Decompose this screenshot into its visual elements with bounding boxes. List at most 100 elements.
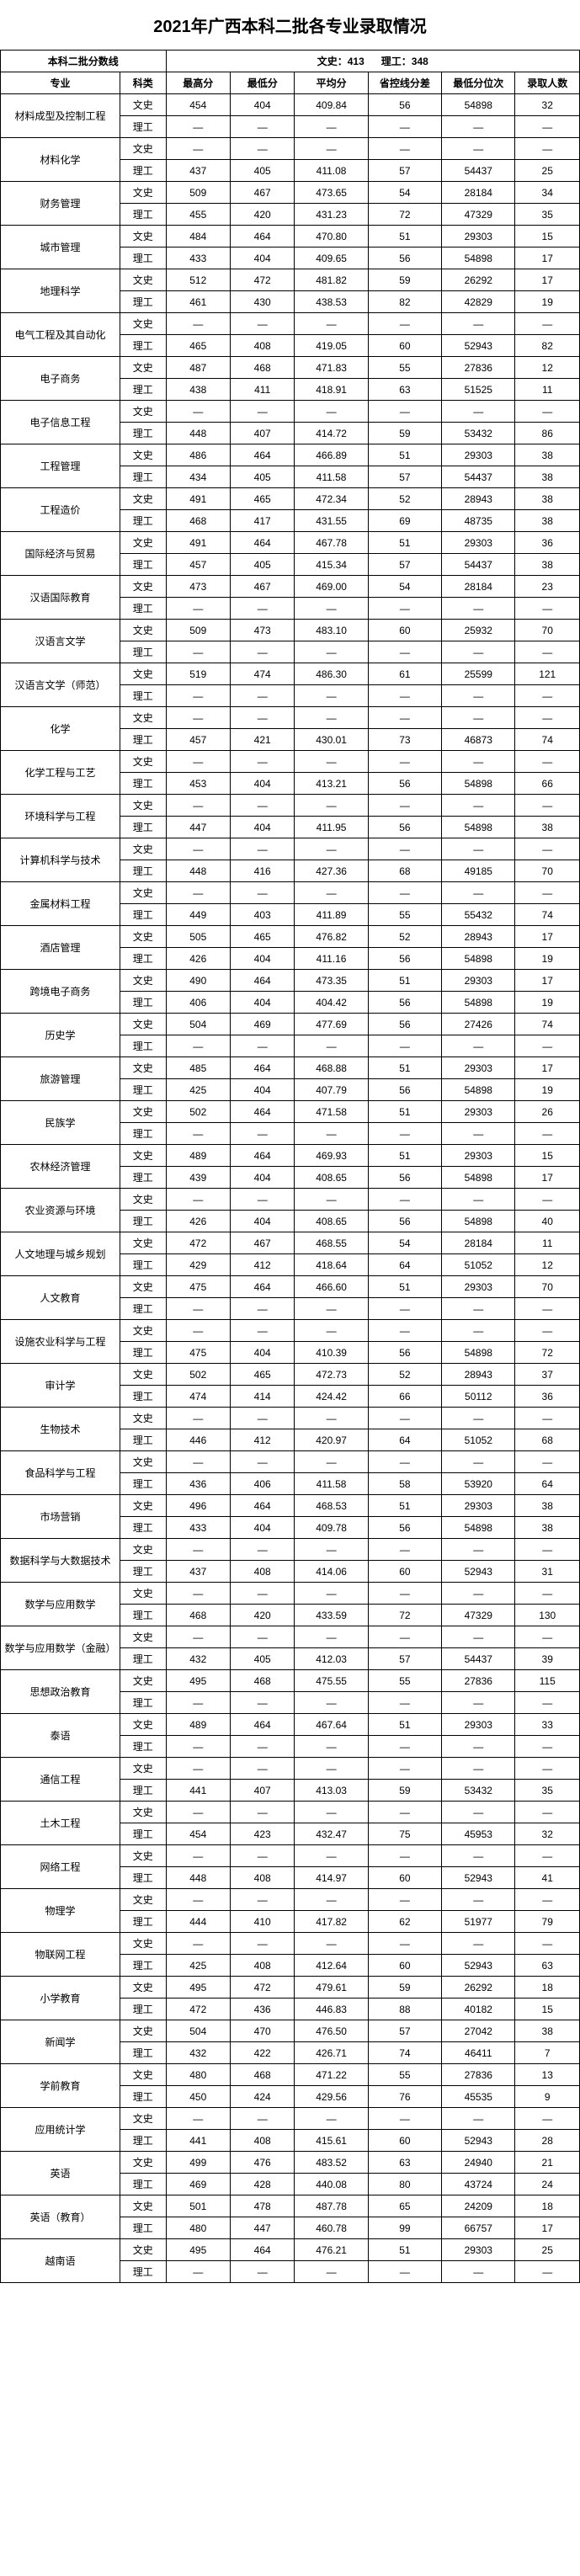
data-cell: 414.72 [295, 423, 368, 444]
data-cell: 51 [368, 1714, 441, 1736]
data-cell: 17 [515, 269, 580, 291]
data-cell: 457 [166, 729, 230, 751]
data-cell: 64 [515, 1473, 580, 1495]
data-cell: — [442, 1802, 515, 1823]
col-min: 最低分 [230, 72, 294, 94]
data-cell: — [515, 401, 580, 423]
data-cell: — [230, 1758, 294, 1780]
data-cell: 479.61 [295, 1977, 368, 1999]
data-cell: 文史 [120, 401, 166, 423]
data-cell: 24 [515, 2174, 580, 2195]
data-cell: — [368, 795, 441, 817]
data-cell: 19 [515, 948, 580, 970]
data-cell: — [515, 641, 580, 663]
data-cell: 理工 [120, 1298, 166, 1320]
data-cell: 17 [515, 247, 580, 269]
data-cell: 51525 [442, 379, 515, 401]
data-cell: 446.83 [295, 1999, 368, 2020]
sub-header-left: 本科二批分数线 [1, 51, 167, 72]
data-cell: 473.35 [295, 970, 368, 992]
data-cell: 理工 [120, 948, 166, 970]
data-cell: 70 [515, 1276, 580, 1298]
data-cell: 55 [368, 2064, 441, 2086]
data-cell: 63 [515, 1955, 580, 1977]
major-name-cell: 数学与应用数学 [1, 1583, 120, 1626]
table-row: 数据科学与大数据技术文史—————— [1, 1539, 580, 1561]
data-cell: 51052 [442, 1429, 515, 1451]
table-row: 工程管理文史486464466.89512930338 [1, 444, 580, 466]
data-cell: 424 [230, 2086, 294, 2108]
data-cell: — [515, 1736, 580, 1758]
data-cell: 文史 [120, 1364, 166, 1386]
data-cell: — [295, 751, 368, 773]
data-cell: 57 [368, 554, 441, 576]
data-cell: 17 [515, 926, 580, 948]
data-cell: 52943 [442, 1955, 515, 1977]
data-cell: — [442, 1539, 515, 1561]
data-cell: — [166, 685, 230, 707]
data-cell: — [442, 1692, 515, 1714]
data-cell: 32 [515, 94, 580, 116]
data-cell: 18 [515, 2195, 580, 2217]
data-cell: 41 [515, 1867, 580, 1889]
data-cell: — [368, 1692, 441, 1714]
data-cell: — [166, 1583, 230, 1605]
major-name-cell: 市场营销 [1, 1495, 120, 1539]
data-cell: 411.08 [295, 160, 368, 182]
data-cell: 469.93 [295, 1145, 368, 1167]
data-cell: 19 [515, 992, 580, 1014]
data-cell: 40182 [442, 1999, 515, 2020]
table-row: 材料成型及控制工程文史454404409.84565489832 [1, 94, 580, 116]
data-cell: 45953 [442, 1823, 515, 1845]
data-cell: — [166, 2261, 230, 2283]
data-cell: — [368, 1189, 441, 1211]
data-cell: — [295, 2261, 368, 2283]
data-cell: — [166, 1758, 230, 1780]
table-row: 通信工程文史—————— [1, 1758, 580, 1780]
data-cell: — [295, 1189, 368, 1211]
major-name-cell: 小学教育 [1, 1977, 120, 2020]
data-cell: 54 [368, 1232, 441, 1254]
data-cell: 理工 [120, 1473, 166, 1495]
data-cell: 54898 [442, 1342, 515, 1364]
data-cell: 52 [368, 488, 441, 510]
data-cell: 文史 [120, 1145, 166, 1167]
table-row: 物联网工程文史—————— [1, 1933, 580, 1955]
data-cell: 406 [230, 1473, 294, 1495]
major-name-cell: 泰语 [1, 1714, 120, 1758]
data-cell: 434 [166, 466, 230, 488]
data-cell: 51 [368, 1145, 441, 1167]
table-row: 泰语文史489464467.64512930333 [1, 1714, 580, 1736]
data-cell: — [515, 598, 580, 620]
data-cell: — [230, 1845, 294, 1867]
data-cell: 407.79 [295, 1079, 368, 1101]
data-cell: — [442, 685, 515, 707]
data-cell: 408 [230, 2130, 294, 2152]
data-cell: — [166, 1933, 230, 1955]
data-cell: 文史 [120, 1583, 166, 1605]
data-cell: 464 [230, 1714, 294, 1736]
data-cell: 50112 [442, 1386, 515, 1408]
table-row: 汉语言文学（师范）文史519474486.306125599121 [1, 663, 580, 685]
data-cell: — [442, 1933, 515, 1955]
data-cell: 理工 [120, 1648, 166, 1670]
major-name-cell: 应用统计学 [1, 2108, 120, 2152]
data-cell: 28184 [442, 182, 515, 204]
data-cell: 51 [368, 1495, 441, 1517]
data-cell: 52 [368, 926, 441, 948]
data-cell: — [368, 116, 441, 138]
data-cell: 421 [230, 729, 294, 751]
data-cell: 35 [515, 1780, 580, 1802]
data-cell: 431.55 [295, 510, 368, 532]
major-name-cell: 人文地理与城乡规划 [1, 1232, 120, 1276]
data-cell: 454 [166, 1823, 230, 1845]
data-cell: 465 [230, 926, 294, 948]
data-cell: — [368, 751, 441, 773]
major-name-cell: 农林经济管理 [1, 1145, 120, 1189]
data-cell: 504 [166, 1014, 230, 1035]
data-cell: — [230, 138, 294, 160]
data-cell: 53920 [442, 1473, 515, 1495]
data-cell: 489 [166, 1714, 230, 1736]
data-cell: 476.82 [295, 926, 368, 948]
data-cell: — [368, 1408, 441, 1429]
